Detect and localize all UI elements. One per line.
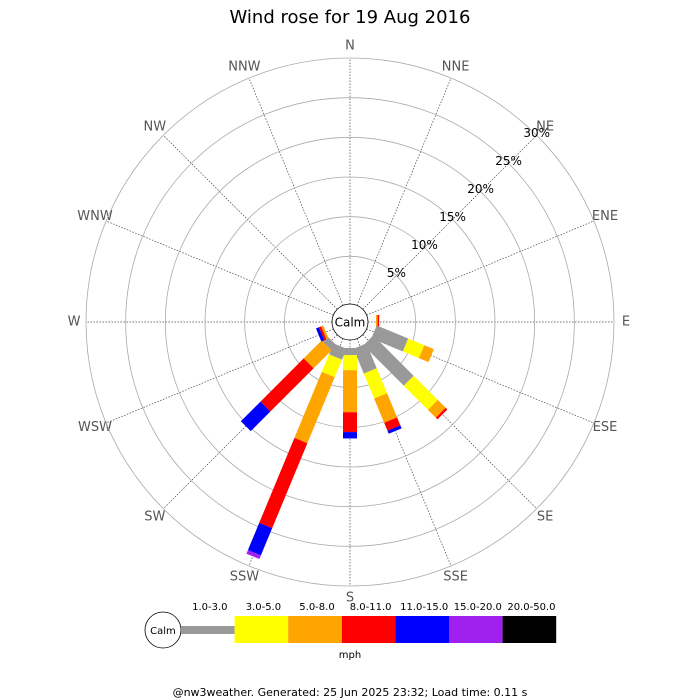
spoke [163, 334, 338, 509]
bar-segment [321, 325, 329, 340]
r-tick-label: 20% [467, 182, 494, 196]
spoke [366, 328, 595, 424]
direction-label: S [346, 591, 354, 606]
bar-segment [402, 338, 425, 359]
bar-segment [387, 425, 402, 434]
legend-label: 8.0-11.0 [350, 602, 392, 613]
spoke [105, 220, 334, 316]
spoke [248, 77, 344, 306]
chart-title: Wind rose for 19 Aug 2016 [230, 7, 471, 28]
bar-segment [353, 343, 377, 374]
footer: @nw3weather. Generated: 25 Jun 2025 23:3… [173, 686, 528, 699]
legend-label: 11.0-15.0 [400, 602, 448, 613]
bar-segment [315, 327, 325, 342]
direction-label: NW [144, 119, 167, 134]
direction-label: E [622, 315, 630, 330]
bar-segment [363, 335, 414, 386]
direction-label: SE [537, 510, 553, 525]
bar-segment [384, 417, 401, 431]
bar-segment [294, 371, 335, 444]
spoke [163, 135, 338, 310]
bar-segment [435, 407, 448, 420]
legend-label: 3.0-5.0 [246, 602, 281, 613]
bar-segment [427, 399, 446, 418]
direction-label: SSE [443, 569, 468, 584]
r-tick-label: 30% [523, 126, 550, 140]
r-tick-label: 10% [411, 238, 438, 252]
grid-ring [204, 176, 496, 468]
direction-label: NNE [442, 60, 470, 75]
bar-segment [240, 401, 271, 432]
bar-segment [343, 348, 357, 356]
spoke [356, 77, 452, 306]
bar-segment [318, 326, 327, 341]
r-tick-label: 25% [495, 154, 522, 168]
bar-segment [343, 412, 357, 433]
r-tick-label: 5% [387, 266, 406, 280]
legend-swatch [449, 616, 503, 643]
legend-swatch [502, 616, 557, 643]
spoke [362, 334, 537, 509]
legend-swatch [181, 626, 235, 634]
legend-label: 5.0-8.0 [299, 602, 334, 613]
direction-label: W [68, 315, 81, 330]
grid-ring [85, 57, 615, 587]
direction-label: ESE [593, 420, 618, 435]
legend-swatch [395, 616, 449, 643]
direction-label: ENE [592, 209, 618, 224]
bar-segment [403, 375, 438, 410]
bar-segment [376, 315, 378, 329]
direction-label: SSW [230, 569, 260, 584]
calm-label: Calm [335, 316, 366, 330]
grid-ring [164, 136, 536, 508]
spoke [366, 220, 595, 316]
bar-segment [343, 355, 357, 371]
direction-label: WSW [78, 420, 112, 435]
bar-segment [343, 432, 357, 439]
legend-label: 15.0-20.0 [454, 602, 502, 613]
bar-segment [343, 370, 357, 413]
bar-segment [321, 354, 342, 378]
direction-label: NE [536, 119, 554, 134]
spoke [105, 328, 334, 424]
legend-swatch [288, 616, 342, 643]
bar-segment [260, 358, 314, 412]
bar-segment [371, 325, 409, 352]
bar-segment [259, 437, 308, 529]
legend-label: 20.0-50.0 [507, 602, 555, 613]
bar-segment [377, 315, 380, 329]
bar-segment [374, 393, 398, 423]
calm-circle [331, 303, 369, 341]
direction-label: NNW [228, 60, 260, 75]
direction-label: WNW [77, 209, 113, 224]
bar-segment [246, 550, 261, 560]
bar-segment [363, 368, 388, 399]
unit-label: mph [339, 650, 361, 661]
grid-ring [125, 97, 575, 547]
legend-label: 1.0-3.0 [192, 602, 227, 613]
legend-swatch [234, 616, 289, 643]
bar-segment [418, 345, 434, 363]
spoke [362, 135, 537, 310]
direction-label: N [345, 39, 355, 54]
legend-calm-label: Calm [150, 626, 176, 637]
legend-swatch [341, 616, 396, 643]
spoke [356, 338, 452, 567]
bar-segment [303, 340, 332, 369]
direction-label: SW [144, 510, 165, 525]
bar-segment [247, 522, 273, 556]
r-tick-label: 15% [439, 210, 466, 224]
